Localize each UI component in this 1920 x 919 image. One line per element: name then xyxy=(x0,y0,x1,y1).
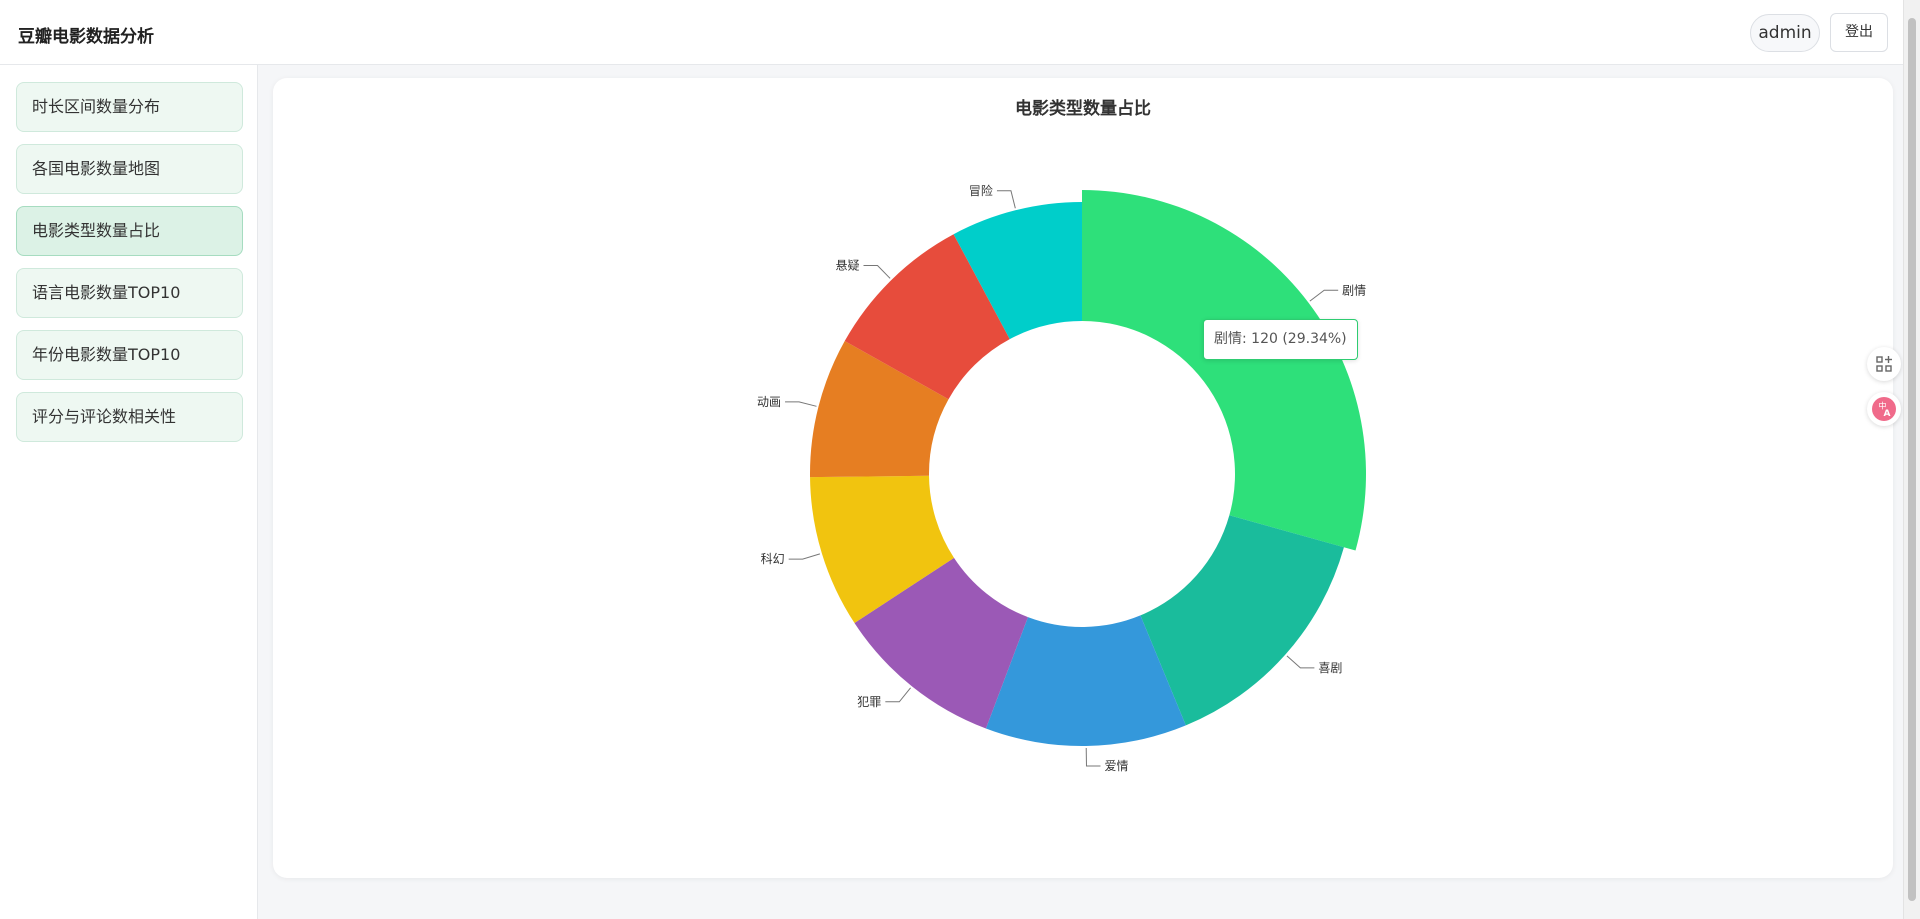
slice-label-3: 犯罪 xyxy=(857,695,881,709)
slice-7[interactable] xyxy=(953,202,1082,340)
slice-0[interactable] xyxy=(1082,190,1366,551)
sidebar-item-duration-distribution[interactable]: 时长区间数量分布 xyxy=(16,82,243,132)
slice-label-6: 悬疑 xyxy=(836,258,860,273)
slice-label-1: 喜剧 xyxy=(1318,661,1342,675)
slice-5[interactable] xyxy=(810,341,949,478)
top-header: 豆瓣电影数据分析 admin 登出 xyxy=(0,0,1903,65)
svg-text:中: 中 xyxy=(1879,401,1887,411)
leader-line-0 xyxy=(1309,289,1339,302)
leader-line-3 xyxy=(885,687,911,703)
leader-line-2 xyxy=(1085,747,1101,767)
sidebar-item-genre-share[interactable]: 电影类型数量占比 xyxy=(16,206,243,256)
logout-button[interactable]: 登出 xyxy=(1830,13,1888,52)
sidebar-item-year-top10[interactable]: 年份电影数量TOP10 xyxy=(16,330,243,380)
sidebar: 时长区间数量分布 各国电影数量地图 电影类型数量占比 语言电影数量TOP10 年… xyxy=(0,65,258,919)
slice-1[interactable] xyxy=(1140,515,1344,726)
sidebar-item-country-map[interactable]: 各国电影数量地图 xyxy=(16,144,243,194)
chart-tooltip: 剧情: 120 (29.34%) xyxy=(1203,319,1358,360)
slice-label-2: 爱情 xyxy=(1104,759,1128,773)
slice-label-4: 科幻 xyxy=(761,552,785,566)
chart-title: 电影类型数量占比 xyxy=(1015,99,1151,119)
leader-line-4 xyxy=(788,553,821,560)
slice-4[interactable] xyxy=(810,475,955,624)
slice-6[interactable] xyxy=(844,234,1010,400)
leader-line-7 xyxy=(996,190,1016,209)
leader-line-5 xyxy=(785,401,817,407)
slice-label-0: 剧情 xyxy=(1342,283,1366,297)
slice-2[interactable] xyxy=(985,615,1186,747)
scrollbar-thumb[interactable] xyxy=(1908,18,1916,901)
slice-label-7: 冒险 xyxy=(969,183,993,198)
qr-grid-icon[interactable] xyxy=(1867,347,1901,381)
sidebar-item-language-top10[interactable]: 语言电影数量TOP10 xyxy=(16,268,243,318)
slice-3[interactable] xyxy=(854,557,1028,729)
slice-label-5: 动画 xyxy=(757,395,781,409)
leader-line-1 xyxy=(1286,655,1315,669)
user-name-chip[interactable]: admin xyxy=(1750,14,1820,52)
app-title: 豆瓣电影数据分析 xyxy=(18,27,154,47)
vertical-scrollbar[interactable] xyxy=(1903,0,1920,919)
translate-icon[interactable]: 中 A xyxy=(1867,392,1901,426)
leader-line-6 xyxy=(863,265,891,279)
sidebar-item-rating-comments-correlation[interactable]: 评分与评论数相关性 xyxy=(16,392,243,442)
svg-text:A: A xyxy=(1884,409,1891,419)
